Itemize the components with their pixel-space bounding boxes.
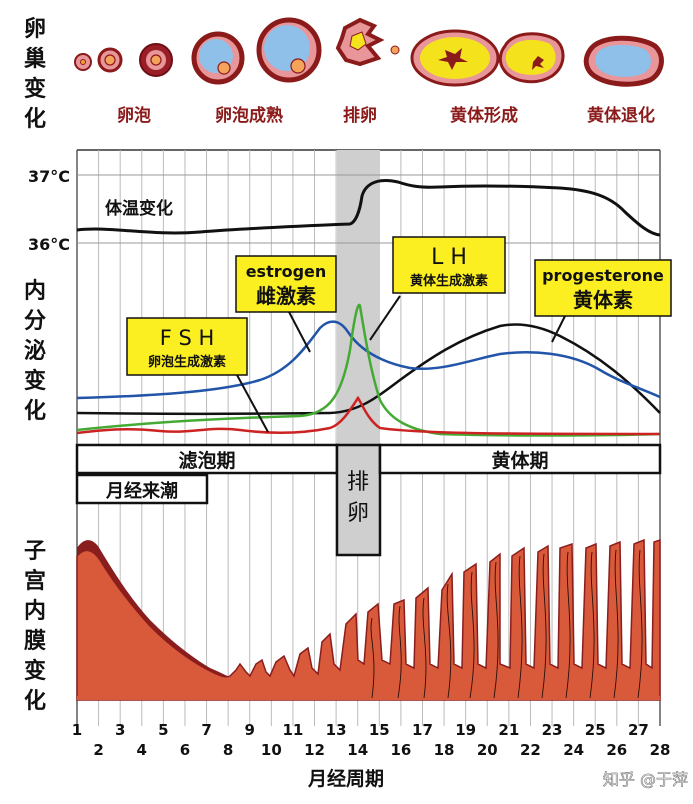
ovulation-phase-bar xyxy=(335,443,382,557)
day-tick-label: 23 xyxy=(542,721,563,739)
day-tick-label: 16 xyxy=(390,741,411,759)
lh-label: L H xyxy=(431,245,467,270)
ovulation-phase-char-1: 排 xyxy=(347,470,369,495)
ovary-stage-captions: 卵泡 卵泡成熟 排卵 黄体形成 黄体退化 xyxy=(117,105,655,126)
day-tick-label: 17 xyxy=(412,721,433,739)
endometrium-illustration xyxy=(76,538,661,701)
body-temperature-curve xyxy=(76,179,661,237)
menstruation-label: 月经来潮 xyxy=(105,480,178,502)
ovary-label-char-1: 卵 xyxy=(24,17,46,42)
day-tick-label: 26 xyxy=(606,741,627,759)
watermark: 知乎 @于萍 xyxy=(603,770,688,789)
day-tick-label: 15 xyxy=(369,721,390,739)
temperature-label: 体温变化 xyxy=(105,198,173,219)
ovulation-phase-char-2: 卵 xyxy=(347,501,369,526)
day-tick-label: 24 xyxy=(563,741,584,759)
estrogen-label: estrogen xyxy=(246,262,327,281)
progesterone-label-box: progesterone 黄体素 xyxy=(534,259,672,317)
ovary-section-label: 卵 巢 变 化 xyxy=(23,17,46,132)
day-tick-label: 27 xyxy=(628,721,649,739)
x-axis-title: 月经周期 xyxy=(307,767,384,790)
antral-follicle-icon xyxy=(191,31,245,85)
day-tick-label: 10 xyxy=(261,741,282,759)
day-tick-label: 18 xyxy=(434,741,455,759)
progesterone-label: progesterone xyxy=(542,266,664,285)
estrogen-cn-label: 雌激素 xyxy=(256,284,316,308)
endometrium-label-char-3: 内 xyxy=(24,599,46,624)
mature-follicle-icon xyxy=(256,17,322,83)
stage-follicle-label: 卵泡 xyxy=(117,105,151,126)
stage-corpus-luteum-forming-label: 黄体形成 xyxy=(450,105,518,126)
hormone-label-char-1: 内 xyxy=(24,279,46,304)
stage-corpus-luteum-regression-label: 黄体退化 xyxy=(587,105,655,126)
ovary-label-char-2: 巢 xyxy=(23,46,46,72)
estrogen-label-box: estrogen 雌激素 xyxy=(235,255,337,313)
ovary-label-char-4: 化 xyxy=(24,106,46,132)
ovulation-rupture-icon xyxy=(335,17,400,67)
temperature-axis: 37°C 36°C xyxy=(28,167,660,254)
hormone-label-leaders xyxy=(236,295,569,433)
luteal-phase-label: 黄体期 xyxy=(491,449,548,472)
endometrium-lining xyxy=(76,538,661,701)
day-tick-label: 4 xyxy=(137,741,147,759)
ovary-stage-illustrations xyxy=(74,17,664,87)
growing-follicle-icon-2 xyxy=(139,43,173,77)
corpus-luteum-regression-icon xyxy=(583,35,664,87)
day-tick-label: 21 xyxy=(498,721,519,739)
hormone-label-char-4: 变 xyxy=(24,368,46,394)
day-tick-label: 20 xyxy=(477,741,498,759)
fsh-cn-label: 卵泡生成激素 xyxy=(148,354,226,370)
day-tick-label: 12 xyxy=(304,741,325,759)
endometrium-gland-lines xyxy=(370,549,643,699)
x-axis-day-ticks: 1234567891011121314151617181920212223242… xyxy=(72,721,671,759)
endometrium-label-char-5: 变 xyxy=(24,658,46,684)
corpus-luteum-icon xyxy=(498,32,565,84)
day-tick-label: 9 xyxy=(245,721,255,739)
ovary-label-char-3: 变 xyxy=(24,76,46,102)
day-tick-label: 7 xyxy=(201,721,211,739)
estrogen-curve xyxy=(76,320,661,400)
small-follicle-icon xyxy=(74,53,92,71)
temp-tick-36: 36°C xyxy=(28,235,70,254)
lh-label-box: L H 黄体生成激素 xyxy=(392,236,506,294)
fsh-label-box: F S H 卵泡生成激素 xyxy=(126,317,248,376)
day-tick-label: 5 xyxy=(158,721,168,739)
luteal-phase-bar xyxy=(378,443,662,475)
day-tick-label: 13 xyxy=(326,721,347,739)
phase-bars: 滤泡期 月经来潮 排 卵 黄体期 xyxy=(75,443,662,557)
day-tick-label: 22 xyxy=(520,741,541,759)
progesterone-cn-label: 黄体素 xyxy=(573,288,633,312)
endometrium-label-char-2: 宫 xyxy=(24,568,46,594)
follicular-phase-label: 滤泡期 xyxy=(178,449,235,472)
growing-follicle-icon-1 xyxy=(97,47,123,73)
hormone-label-char-3: 泌 xyxy=(24,338,46,364)
corpus-luteum-forming-icon xyxy=(410,29,500,87)
menstruation-bar xyxy=(75,473,209,505)
hormone-section-label: 内 分 泌 变 化 xyxy=(24,279,46,424)
lh-cn-label: 黄体生成激素 xyxy=(410,273,488,289)
fsh-label: F S H xyxy=(160,326,215,350)
endometrium-label-char-1: 子 xyxy=(24,539,46,564)
fsh-curve xyxy=(76,395,661,436)
endometrium-label-char-4: 膜 xyxy=(24,629,46,654)
day-tick-label: 3 xyxy=(115,721,125,739)
hormone-label-char-2: 分 xyxy=(24,309,46,334)
progesterone-curve xyxy=(76,323,661,415)
endometrium-label-char-6: 化 xyxy=(24,688,46,714)
day-tick-label: 11 xyxy=(282,721,303,739)
day-tick-label: 28 xyxy=(650,741,671,759)
day-tick-label: 14 xyxy=(347,741,368,759)
temp-tick-37: 37°C xyxy=(28,167,70,186)
stage-ovulation-label: 排卵 xyxy=(343,105,377,126)
hormone-label-char-5: 化 xyxy=(24,398,46,424)
day-tick-label: 2 xyxy=(93,741,103,759)
day-tick-label: 6 xyxy=(180,741,190,759)
day-tick-label: 25 xyxy=(585,721,606,739)
endometrium-section-label: 子 宫 内 膜 变 化 xyxy=(24,539,46,714)
day-tick-label: 8 xyxy=(223,741,233,759)
stage-mature-follicle-label: 卵泡成熟 xyxy=(215,105,283,126)
day-tick-label: 19 xyxy=(455,721,476,739)
day-tick-label: 1 xyxy=(72,721,82,739)
